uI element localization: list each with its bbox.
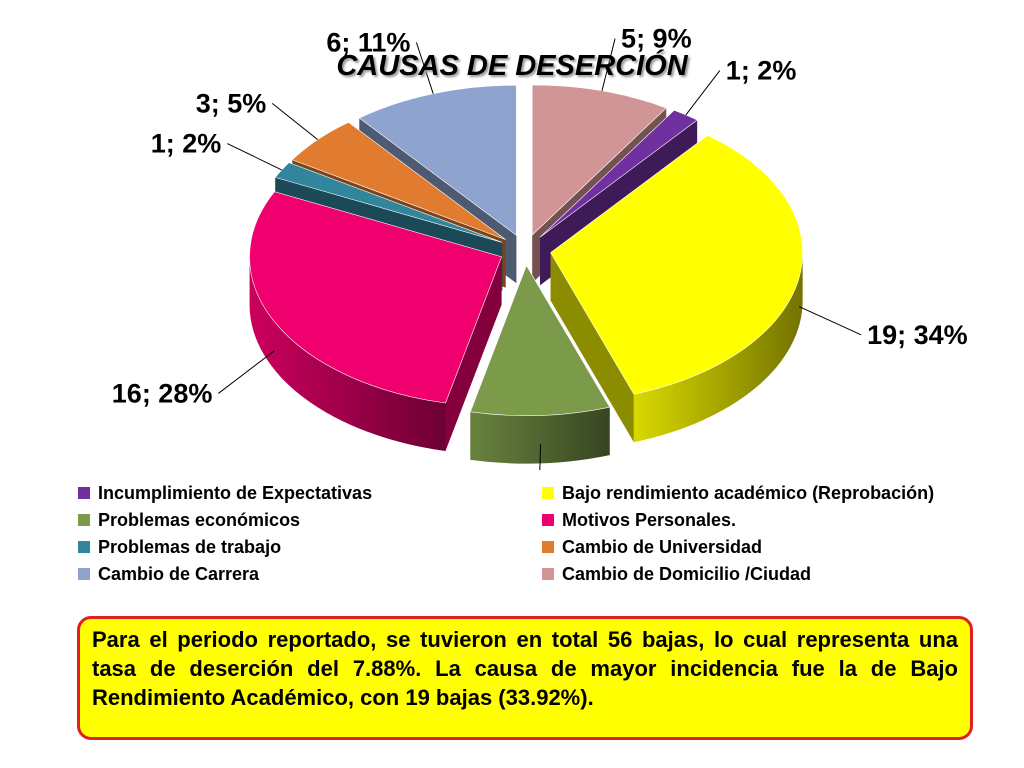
legend-item-cambio-domicilio: Cambio de Domicilio /Ciudad xyxy=(542,561,998,587)
slice-outer-wall xyxy=(249,256,446,452)
chart-title: CAUSAS DE DESERCIÓN xyxy=(336,50,688,82)
pie-slice xyxy=(291,121,506,240)
leader-line xyxy=(271,103,319,141)
summary-text: Para el periodo reportado, se tuvieron e… xyxy=(92,627,958,710)
legend-label: Motivos Personales. xyxy=(562,509,737,530)
legend-label: Cambio de Universidad xyxy=(562,536,763,557)
slice-outer-wall xyxy=(633,252,803,443)
slice-radial-wall xyxy=(550,252,634,443)
pie-slice xyxy=(358,84,517,236)
legend-item-cambio-universidad: Cambio de Universidad xyxy=(542,534,998,560)
pie-chart: 5; 9%1; 2%19; 34%5; 9%16; 28%1; 2%3; 5%6… xyxy=(112,24,968,470)
legend-item-problemas-economicos: Problemas económicos xyxy=(78,507,542,533)
legend-label: Problemas de trabajo xyxy=(98,536,282,557)
data-label: 19; 34% xyxy=(867,320,968,350)
legend-swatch xyxy=(78,487,90,499)
pie-slice xyxy=(539,109,698,238)
leader-line xyxy=(539,444,542,470)
legend-label: Cambio de Carrera xyxy=(98,563,260,584)
legend-label: Cambio de Domicilio /Ciudad xyxy=(562,563,812,584)
leader-line xyxy=(685,70,721,116)
data-label: 5; 9% xyxy=(621,24,692,54)
legend-swatch xyxy=(542,487,554,499)
leader-line xyxy=(218,350,275,394)
pie-slice xyxy=(249,191,502,404)
legend-swatch xyxy=(78,568,90,580)
legend-label: Bajo rendimiento académico (Reprobación) xyxy=(562,482,935,503)
leader-line xyxy=(798,306,862,336)
legend-item-incumplimiento: Incumplimiento de Expectativas xyxy=(78,480,542,506)
legend-swatch xyxy=(542,568,554,580)
summary-box: Para el periodo reportado, se tuvieron e… xyxy=(77,616,973,740)
data-label: 3; 5% xyxy=(196,88,267,118)
pie-slice xyxy=(469,264,611,416)
pie-slice xyxy=(531,84,667,236)
slice-radial-wall xyxy=(445,256,502,452)
legend-label: Problemas económicos xyxy=(98,509,301,530)
legend-label: Incumplimiento de Expectativas xyxy=(98,482,373,503)
legend-swatch xyxy=(78,514,90,526)
pie-slice xyxy=(550,134,803,395)
slice-outer-wall xyxy=(470,407,610,464)
chart-legend: Incumplimiento de Expectativas Bajo rend… xyxy=(78,480,998,587)
legend-item-cambio-carrera: Cambio de Carrera xyxy=(78,561,542,587)
data-label: 16; 28% xyxy=(112,378,213,408)
data-label: 1; 2% xyxy=(151,129,222,159)
legend-swatch xyxy=(542,514,554,526)
leader-line xyxy=(415,42,434,94)
legend-swatch xyxy=(542,541,554,553)
legend-item-bajo-rendimiento: Bajo rendimiento académico (Reprobación) xyxy=(542,480,998,506)
data-label: 6; 11% xyxy=(326,27,410,57)
legend-swatch xyxy=(78,541,90,553)
leader-line xyxy=(601,38,616,91)
leader-line xyxy=(227,143,282,171)
data-label: 1; 2% xyxy=(726,56,797,86)
legend-item-motivos-personales: Motivos Personales. xyxy=(542,507,998,533)
legend-item-problemas-trabajo: Problemas de trabajo xyxy=(78,534,542,560)
